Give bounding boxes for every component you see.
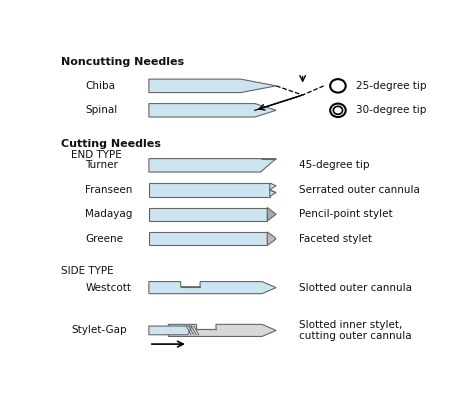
Text: Noncutting Needles: Noncutting Needles (61, 57, 183, 67)
Text: 25-degree tip: 25-degree tip (355, 81, 425, 91)
Text: Serrated outer cannula: Serrated outer cannula (298, 185, 419, 195)
Text: 30-degree tip: 30-degree tip (355, 105, 425, 115)
Text: END TYPE: END TYPE (71, 150, 121, 160)
Polygon shape (269, 183, 275, 197)
Text: Franseen: Franseen (85, 185, 132, 195)
Text: Madayag: Madayag (85, 209, 132, 219)
Text: Greene: Greene (85, 234, 123, 244)
Polygon shape (148, 183, 269, 197)
Text: Slotted outer cannula: Slotted outer cannula (298, 283, 411, 293)
Polygon shape (148, 281, 275, 294)
Text: Cutting Needles: Cutting Needles (61, 139, 160, 149)
Polygon shape (148, 104, 275, 117)
Text: SIDE TYPE: SIDE TYPE (61, 266, 113, 276)
Text: Chiba: Chiba (85, 81, 115, 91)
Text: 45-degree tip: 45-degree tip (298, 160, 369, 170)
Text: Westcott: Westcott (85, 283, 131, 293)
Polygon shape (148, 326, 192, 335)
Text: Spinal: Spinal (85, 105, 117, 115)
Text: Slotted inner stylet,
cutting outer cannula: Slotted inner stylet, cutting outer cann… (298, 320, 411, 341)
Polygon shape (267, 208, 275, 221)
Text: Stylet-Gap: Stylet-Gap (71, 326, 126, 335)
Polygon shape (148, 159, 275, 172)
Text: Pencil-point stylet: Pencil-point stylet (298, 209, 392, 219)
Polygon shape (148, 232, 267, 245)
Text: Faceted stylet: Faceted stylet (298, 234, 371, 244)
Polygon shape (267, 232, 275, 245)
Text: Turner: Turner (85, 160, 118, 170)
Polygon shape (148, 79, 275, 93)
Polygon shape (148, 208, 267, 221)
Polygon shape (168, 324, 275, 336)
